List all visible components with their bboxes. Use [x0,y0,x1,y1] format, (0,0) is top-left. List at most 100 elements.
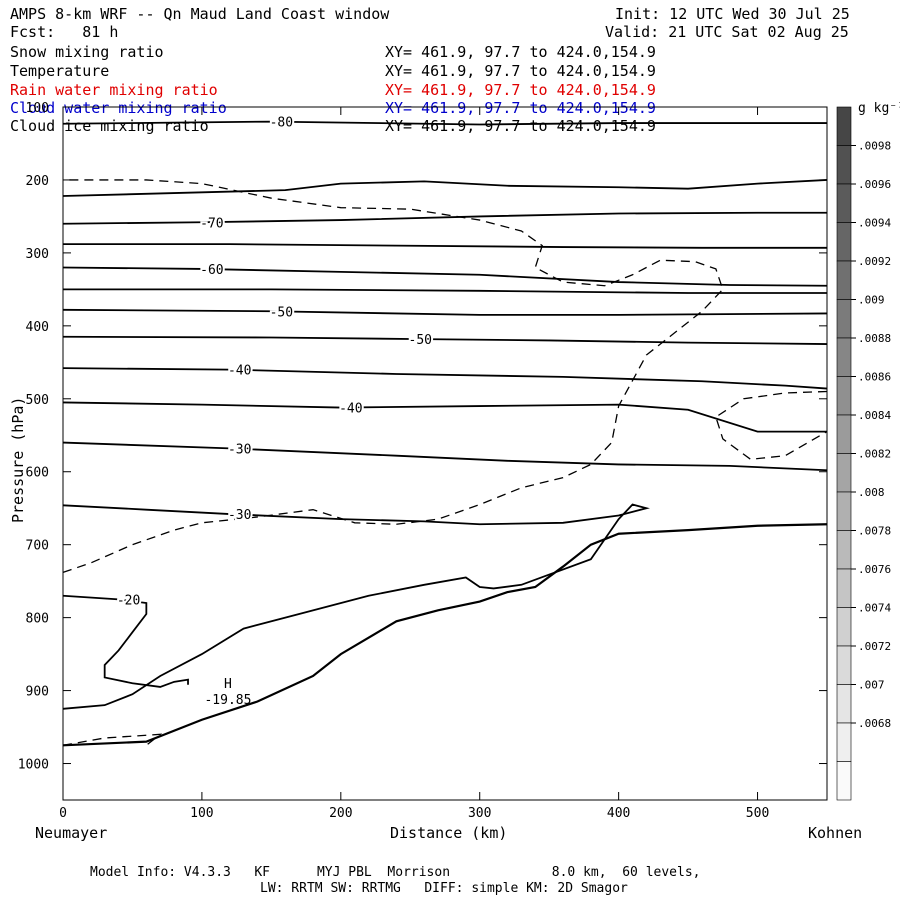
colorbar-tick-label: .0084 [858,409,891,422]
isotherm-line [62,594,189,688]
forecast-hour: Fcst: 81 h [10,23,119,41]
colorbar-swatch [836,607,852,647]
isotherm-line [63,288,827,294]
colorbar-swatch [836,684,852,724]
field-xy-rain: XY= 461.9, 97.7 to 424.0,154.9 [385,81,656,99]
x-endpoint-right: Kohnen [808,824,863,842]
field-xy-snow: XY= 461.9, 97.7 to 424.0,154.9 [385,43,656,61]
chart-title: AMPS 8-km WRF -- Qn Maud Land Coast wind… [10,5,390,23]
isotherm-line [62,401,827,433]
colorbar-tick-label: .0092 [858,255,891,268]
colorbar-tick-label: .0072 [858,640,891,653]
colorbar-swatch [836,414,852,454]
colorbar-tick-label: .008 [858,486,885,499]
colorbar-swatch [836,376,852,416]
x-axis-title: Distance (km) [390,824,508,842]
isotherm-line [63,243,827,249]
isotherm-label: -60 [200,263,223,278]
colorbar-swatch [836,299,852,339]
colorbar-tick-label: .0078 [858,525,891,538]
y-tick-label: 700 [26,539,49,554]
field-name-temperature: Temperature [10,62,110,80]
colorbar-tick-label: .0074 [858,602,891,615]
y-tick-label: 800 [26,612,49,627]
colorbar-swatch [836,530,852,570]
max-marker-value: -19.85 [204,693,251,708]
x-tick-label: 200 [329,806,352,821]
colorbar-swatch [836,453,852,493]
colorbar-tick-label: .0068 [858,717,891,730]
y-tick-label: 100 [26,101,49,116]
colorbar-tick-label: .007 [858,679,885,692]
colorbar-swatch [836,337,852,377]
isotherm-line [62,441,828,472]
footer-model-info: Model Info: V4.3.3 KF MYJ PBL Morrison 8… [90,865,701,880]
isotherm-label: -40 [228,364,251,379]
isotherm-label: -20 [117,593,140,608]
x-tick-label: 400 [607,806,630,821]
colorbar-swatch [836,222,852,262]
isotherm-label: -50 [409,333,432,348]
isotherm-line [62,179,828,197]
colorbar-tick-label: .0096 [858,178,891,191]
field-xy-cloud-water: XY= 461.9, 97.7 to 424.0,154.9 [385,99,656,117]
ice-contour [62,179,724,574]
ice-contour [715,390,828,461]
x-tick-label: 300 [468,806,491,821]
field-name-cloud-water: Cloud water mixing ratio [10,99,227,117]
isotherm-line [62,335,828,345]
y-tick-label: 200 [26,174,49,189]
isotherm-label: -80 [270,116,293,131]
field-xy-temperature: XY= 461.9, 97.7 to 424.0,154.9 [385,62,656,80]
field-name-rain: Rain water mixing ratio [10,81,218,99]
colorbar-swatch [836,491,852,531]
y-tick-label: 500 [26,393,49,408]
colorbar-swatch [836,645,852,685]
valid-time: Valid: 21 UTC Sat 02 Aug 25 [605,23,849,41]
colorbar-swatch [836,722,852,762]
plot-frame [62,106,828,801]
y-tick-label: 300 [26,247,49,262]
field-xy-cloud-ice: XY= 461.9, 97.7 to 424.0,154.9 [385,117,656,135]
colorbar-swatch [836,260,852,300]
isotherm-line [62,367,828,390]
x-endpoint-left: Neumayer [35,824,108,842]
max-marker-label: H [224,677,232,692]
isotherm-line [62,266,828,287]
colorbar-tick-label: .0094 [858,217,891,230]
field-name-snow: Snow mixing ratio [10,43,164,61]
isotherm-label: -30 [228,508,251,523]
colorbar-tick-label: .0086 [858,371,891,384]
x-tick-label: 500 [746,806,769,821]
field-name-cloud-ice: Cloud ice mixing ratio [10,117,209,135]
colorbar-tick-label: .0088 [858,332,891,345]
colorbar-swatch [836,568,852,608]
colorbar-tick-label: .0082 [858,448,891,461]
footer-physics: LW: RRTM SW: RRTMG DIFF: simple KM: 2D S… [260,881,628,896]
init-time: Init: 12 UTC Wed 30 Jul 25 [615,5,850,23]
y-tick-label: 900 [26,685,49,700]
isotherm-label: -70 [200,216,223,231]
colorbar-tick-label: .0076 [858,563,891,576]
y-tick-label: 1000 [18,758,49,773]
isotherm-label: -30 [228,442,251,457]
colorbar-swatch [836,106,852,146]
colorbar-swatch [836,145,852,185]
isotherm-line [62,120,827,126]
colorbar-swatch [836,761,852,801]
x-tick-label: 100 [190,806,213,821]
y-tick-label: 600 [26,466,49,481]
x-tick-label: 0 [59,806,67,821]
colorbar-swatch [836,183,852,223]
isotherm-label: -50 [270,305,293,320]
y-tick-label: 400 [26,320,49,335]
isotherm-label: -40 [339,402,362,417]
colorbar-tick-label: .009 [858,294,885,307]
terrain-line [62,523,828,747]
colorbar-tick-label: .0098 [858,140,891,153]
isotherm-line [62,503,650,710]
isotherm-line [62,308,828,316]
isotherm-line [62,211,827,225]
